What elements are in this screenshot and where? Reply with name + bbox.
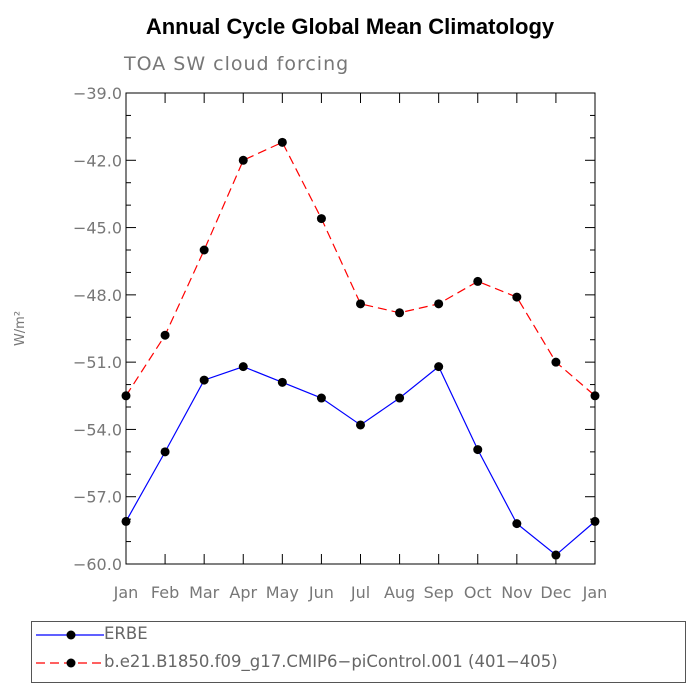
x-tick-label: Jun [308,583,334,602]
x-tick-label: Feb [151,583,179,602]
y-axis-label: W/m² [13,311,28,346]
x-tick-label: Mar [189,583,220,602]
chart-plot: −39.0 −42.0 −45.0 −48.0 −51.0 −54.0 −57.0 −60.0… [13,84,608,602]
x-tick-label: Sep [424,583,454,602]
legend-label-model: b.e21.B1850.f09_g17.CMIP6−piControl.001 … [104,652,558,671]
x-tick-label: May [266,583,299,602]
series-0-point-6 [356,420,365,430]
series-1-point-1 [160,330,170,340]
x-tick-label: Jul [350,583,370,602]
series-0-point-9 [473,445,483,455]
y-tick-label: −54.0 [73,420,122,439]
chart-subtitle: TOA SW cloud forcing [124,53,350,75]
series-1-point-12 [590,391,600,401]
legend: ERBE b.e21.B1850.f09_g17.CMIP6−piControl… [31,621,686,683]
x-tick-label: Jan [582,583,608,602]
series-0-point-0 [121,516,131,526]
series-1-point-8 [434,299,444,309]
series-1-point-11 [551,357,561,367]
series-0-point-2 [199,375,209,385]
y-tick-label: −42.0 [73,151,122,170]
series-0-point-12 [590,516,600,526]
y-tick-label: −60.0 [73,555,122,574]
series-1-point-5 [316,214,326,224]
series-0-point-10 [512,519,522,529]
series-line-0 [125,365,596,556]
series-0-point-8 [434,362,444,372]
series-1-point-6 [356,299,365,309]
chart-title: Annual Cycle Global Mean Climatology [145,14,555,39]
series-1-point-10 [512,292,522,302]
x-tick-label: Jan [113,583,139,602]
series-1-point-4 [277,137,287,147]
legend-label-erbe: ERBE [104,624,148,643]
series-0-point-3 [238,362,248,372]
y-tick-label: −45.0 [73,219,122,238]
series-line-1 [125,141,596,397]
series-1-point-0 [121,391,131,401]
x-tick-label: Dec [540,583,571,602]
series-0-point-11 [551,550,561,560]
y-tick-label: −48.0 [73,286,122,305]
legend-marker-erbe [66,630,76,640]
series-1-point-2 [199,245,209,255]
series-0-point-1 [160,447,170,457]
series-0-point-5 [316,393,326,403]
x-tick-label: Nov [501,583,532,602]
y-tick-label: −39.0 [73,84,122,103]
legend-marker-model [66,658,76,668]
series-1-point-3 [238,155,248,165]
series-1-point-7 [395,308,405,318]
x-tick-label: Aug [384,583,415,602]
x-tick-label: Oct [464,583,492,602]
plot-frame [125,92,596,565]
x-tick-label: Apr [229,583,257,602]
series-0-point-7 [395,393,405,403]
y-tick-label: −51.0 [73,353,122,372]
series-0-point-4 [277,377,287,387]
series-1-point-9 [473,276,483,286]
y-tick-label: −57.0 [73,488,122,507]
